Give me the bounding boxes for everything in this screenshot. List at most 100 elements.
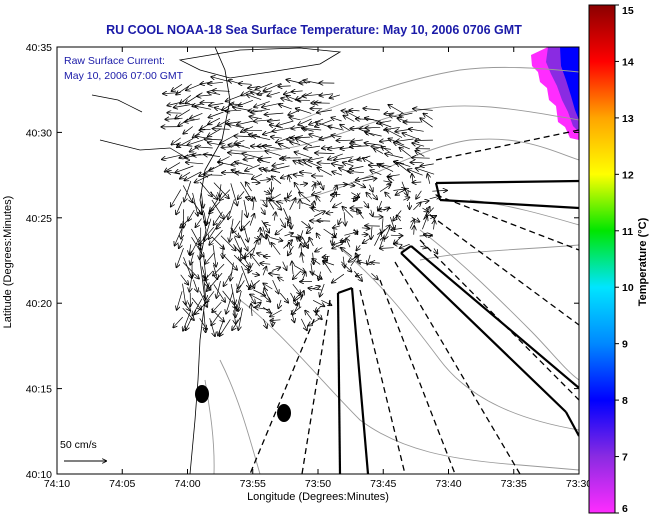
current-vector xyxy=(389,105,404,114)
current-vector xyxy=(380,185,390,192)
sector-dashed-line xyxy=(360,290,405,474)
current-vector xyxy=(251,92,262,95)
current-vector xyxy=(289,243,292,254)
current-vector xyxy=(420,118,432,127)
colorbar-tick-label: 15 xyxy=(622,5,634,17)
current-vector xyxy=(391,228,402,229)
current-vector xyxy=(238,191,244,199)
y-tick-label: 40:20 xyxy=(26,298,52,310)
current-vector xyxy=(308,318,321,326)
current-vector xyxy=(285,233,293,236)
current-vector xyxy=(260,293,270,302)
current-vector xyxy=(396,139,413,141)
current-vector xyxy=(212,200,224,219)
current-vector xyxy=(350,110,360,111)
current-vector xyxy=(300,184,307,185)
current-vector xyxy=(262,103,281,107)
current-vector xyxy=(244,226,249,242)
current-vector xyxy=(412,174,413,183)
current-vector xyxy=(263,227,266,239)
current-vector xyxy=(363,108,380,110)
chart-title: RU COOL NOAA-18 Sea Surface Temperature:… xyxy=(106,23,522,37)
colorbar-tick-label: 9 xyxy=(622,339,628,351)
current-vector xyxy=(291,137,310,138)
current-vector xyxy=(428,174,430,184)
current-vector xyxy=(363,238,371,243)
current-vector xyxy=(333,203,342,208)
current-vector xyxy=(412,158,430,159)
current-vector xyxy=(206,208,212,225)
sector-dashed-line xyxy=(430,215,579,325)
current-vector xyxy=(277,202,283,204)
current-vector xyxy=(273,318,274,326)
current-vector xyxy=(403,197,409,200)
current-vector xyxy=(315,248,322,252)
current-vector xyxy=(384,113,394,114)
current-vector xyxy=(341,236,350,243)
current-vector xyxy=(273,128,292,132)
marker-dot-2 xyxy=(277,404,291,422)
current-vector xyxy=(237,145,251,149)
current-vector xyxy=(393,211,401,221)
current-vector xyxy=(209,230,222,245)
current-vector xyxy=(367,255,370,265)
current-vector xyxy=(252,274,259,275)
current-vector xyxy=(241,221,250,230)
current-vector xyxy=(371,210,373,216)
current-vector xyxy=(242,154,260,159)
current-vector xyxy=(244,158,255,160)
current-vector xyxy=(322,147,332,148)
current-vector xyxy=(414,226,415,235)
current-vector xyxy=(332,274,344,283)
current-vector xyxy=(280,219,285,228)
current-vector xyxy=(292,262,293,275)
current-vector xyxy=(343,257,344,268)
current-vector xyxy=(380,123,391,127)
current-vector xyxy=(231,183,238,205)
current-vector xyxy=(320,284,325,296)
current-vector xyxy=(267,92,279,96)
current-vector xyxy=(388,177,394,181)
current-vector xyxy=(252,174,262,179)
current-vector xyxy=(315,153,334,154)
current-vector xyxy=(287,96,302,102)
current-vector xyxy=(364,201,369,207)
current-vector xyxy=(278,278,284,282)
current-vector xyxy=(281,174,292,178)
current-vector xyxy=(250,214,254,226)
current-vector xyxy=(265,113,284,115)
current-vector xyxy=(290,142,300,145)
current-vector xyxy=(325,255,328,261)
current-vector xyxy=(346,239,350,248)
current-vector xyxy=(416,191,421,199)
current-vector xyxy=(257,253,264,255)
current-vector xyxy=(313,184,315,191)
current-vector xyxy=(278,86,290,87)
current-vector xyxy=(220,190,230,201)
current-vector xyxy=(241,91,250,96)
current-vector xyxy=(244,200,247,217)
current-vector xyxy=(304,80,320,83)
current-vector xyxy=(253,240,258,254)
current-vector xyxy=(222,147,234,148)
current-vector xyxy=(295,183,301,192)
current-vector xyxy=(226,122,241,124)
current-vector xyxy=(328,126,344,130)
current-vector xyxy=(234,136,253,137)
current-vector xyxy=(247,95,261,100)
current-vector xyxy=(330,95,340,98)
current-vector xyxy=(207,273,222,291)
current-vector xyxy=(230,263,233,281)
current-vector xyxy=(234,140,244,143)
current-vector xyxy=(378,201,382,211)
current-vector xyxy=(253,290,265,296)
current-vector xyxy=(201,102,215,103)
current-vector xyxy=(413,182,422,183)
current-vector xyxy=(300,172,312,173)
current-vector xyxy=(357,262,371,265)
current-vector xyxy=(253,136,271,140)
current-vector xyxy=(220,319,231,336)
current-vector xyxy=(272,267,280,270)
current-vector xyxy=(378,164,394,172)
